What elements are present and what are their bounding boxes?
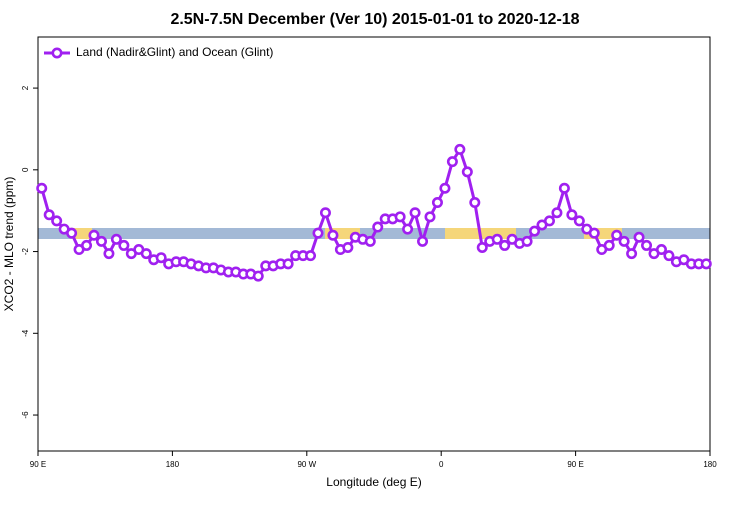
point xyxy=(469,197,481,209)
series-line xyxy=(40,145,707,278)
point xyxy=(543,215,555,227)
point xyxy=(417,235,429,247)
point xyxy=(655,244,667,256)
x-axis-label: Longitude (deg E) xyxy=(326,475,421,489)
x-tick-label: 90 W xyxy=(297,460,316,469)
x-tick-label: 90 E xyxy=(30,460,46,469)
point xyxy=(364,235,376,247)
point xyxy=(626,248,638,260)
point xyxy=(700,258,712,270)
point xyxy=(110,233,122,245)
land-band xyxy=(72,228,92,239)
point xyxy=(641,239,653,251)
point xyxy=(588,227,600,239)
point xyxy=(409,207,421,219)
point xyxy=(402,223,414,235)
point xyxy=(499,239,511,251)
point xyxy=(439,182,451,194)
land-band xyxy=(325,228,360,239)
point xyxy=(319,207,331,219)
legend-marker xyxy=(51,47,63,59)
point xyxy=(566,209,578,221)
legend-label: Land (Nadir&Glint) and Ocean (Glint) xyxy=(76,45,273,59)
x-tick-label: 90 E xyxy=(567,460,583,469)
x-tick-label: 0 xyxy=(439,460,444,469)
point xyxy=(521,235,533,247)
point xyxy=(491,233,503,245)
point xyxy=(394,211,406,223)
point xyxy=(140,248,152,260)
point xyxy=(51,215,63,227)
point xyxy=(476,241,488,253)
point xyxy=(573,215,585,227)
point xyxy=(618,235,630,247)
point xyxy=(558,182,570,194)
point xyxy=(327,229,339,241)
point xyxy=(43,209,55,221)
point xyxy=(305,250,317,262)
y-tick-label: 0 xyxy=(21,167,30,172)
point xyxy=(611,229,623,241)
point xyxy=(446,156,458,168)
point xyxy=(88,229,100,241)
point xyxy=(155,252,167,264)
x-tick-label: 180 xyxy=(166,460,180,469)
y-tick-label: 2 xyxy=(21,85,30,90)
point xyxy=(342,241,354,253)
point xyxy=(431,197,443,209)
plot-frame xyxy=(37,36,711,452)
point xyxy=(603,239,615,251)
y-tick-label: -6 xyxy=(21,411,30,419)
point xyxy=(312,227,324,239)
point xyxy=(118,239,130,251)
point xyxy=(663,250,675,262)
point xyxy=(66,227,78,239)
point xyxy=(81,239,93,251)
point xyxy=(633,231,645,243)
point xyxy=(461,166,473,178)
point xyxy=(372,221,384,233)
y-tick-label: -4 xyxy=(21,329,30,337)
point xyxy=(529,225,541,237)
point xyxy=(103,248,115,260)
point xyxy=(424,211,436,223)
x-tick-label: 180 xyxy=(703,460,717,469)
point xyxy=(36,182,48,194)
y-tick-label: -2 xyxy=(21,247,30,255)
point xyxy=(95,235,107,247)
point xyxy=(252,270,264,282)
point xyxy=(454,143,466,155)
chart-title: 2.5N-7.5N December (Ver 10) 2015-01-01 t… xyxy=(170,11,579,28)
point xyxy=(282,258,294,270)
land-band xyxy=(584,228,622,239)
y-axis-label: XCO2 - MLO trend (ppm) xyxy=(2,177,16,312)
point xyxy=(551,207,563,219)
